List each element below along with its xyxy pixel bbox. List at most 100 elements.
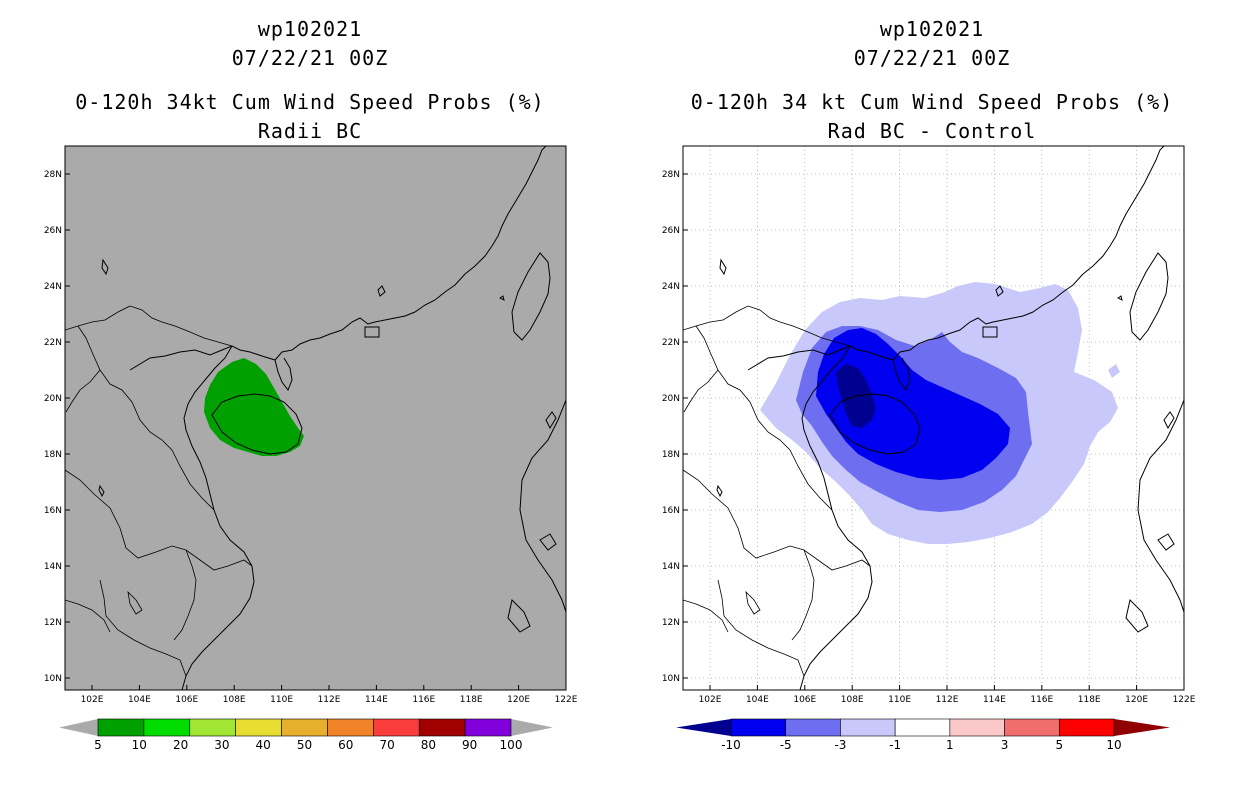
colorbar-under-triangle <box>59 719 98 736</box>
colorbar-swatch <box>418 718 466 737</box>
colorbar-swatch <box>281 718 328 737</box>
lon-tick-label: 102E <box>699 695 722 705</box>
right-diff-light-blue-islet <box>1108 364 1120 378</box>
lon-tick-label: 120E <box>1125 695 1148 705</box>
colorbar-label: 20 <box>173 738 188 752</box>
colorbar-label: 5 <box>94 738 102 752</box>
colorbar-swatch <box>373 718 420 737</box>
right-diff-blue-area <box>816 328 1010 480</box>
colorbar-label: -5 <box>780 738 792 752</box>
lat-tick-label: 14N <box>44 562 62 572</box>
lat-tick-label: 22N <box>44 338 62 348</box>
colorbar-swatch <box>840 718 896 737</box>
lon-tick-label: 110E <box>270 695 293 705</box>
colorbar-swatch <box>327 718 374 737</box>
lat-tick-label: 24N <box>44 282 62 292</box>
right-title-product: 0-120h 34 kt Cum Wind Speed Probs (%) <box>690 90 1174 114</box>
colorbar-label: 80 <box>421 738 436 752</box>
lon-tick-label: 112E <box>318 695 341 705</box>
lon-tick-label: 120E <box>507 695 530 705</box>
lon-tick-label: 114E <box>983 695 1006 705</box>
lat-tick-label: 12N <box>662 618 680 628</box>
colorbar-swatch <box>235 718 282 737</box>
right-axis-ticks: 102E 104E 106E 108E 110E 112E 114E 116E 118E 120E… <box>662 170 1196 705</box>
lat-tick-label: 14N <box>662 562 680 572</box>
colorbar-swatch <box>464 718 512 737</box>
right-map-panel: 102E 104E 106E 108E 110E 112E 114E 116E 118E 120E… <box>662 145 1196 752</box>
lat-tick-label: 16N <box>44 506 62 516</box>
lat-tick-label: 26N <box>44 226 62 236</box>
colorbar-over-triangle <box>511 719 553 736</box>
left-map-frame <box>64 145 567 691</box>
colorbar-swatch <box>1004 718 1060 737</box>
colorbar-label: 100 <box>500 738 523 752</box>
lat-tick-label: 18N <box>662 450 680 460</box>
colorbar-swatch <box>894 718 951 737</box>
left-title-product: 0-120h 34kt Cum Wind Speed Probs (%) <box>75 90 545 114</box>
lon-tick-label: 112E <box>936 695 959 705</box>
lat-tick-label: 20N <box>662 394 680 404</box>
colorbar-label: 90 <box>462 738 477 752</box>
lon-tick-label: 116E <box>412 695 435 705</box>
lat-tick-label: 18N <box>44 450 62 460</box>
lon-tick-label: 108E <box>841 695 864 705</box>
colorbar-swatch <box>949 718 1005 737</box>
colorbar-label: -10 <box>721 738 741 752</box>
colorbar-swatch <box>730 718 787 737</box>
right-map-frame <box>682 145 1185 691</box>
lat-tick-label: 22N <box>662 338 680 348</box>
lat-tick-label: 16N <box>662 506 680 516</box>
right-title-subtitle: Rad BC - Control <box>827 119 1037 143</box>
lon-tick-label: 110E <box>888 695 911 705</box>
colorbar-swatch <box>97 718 145 737</box>
lat-tick-label: 20N <box>44 394 62 404</box>
lat-tick-label: 12N <box>44 618 62 628</box>
left-title-date: 07/22/21 00Z <box>231 46 389 70</box>
lat-tick-label: 26N <box>662 226 680 236</box>
colorbar-label: 60 <box>338 738 353 752</box>
lat-tick-label: 24N <box>662 282 680 292</box>
lon-tick-label: 104E <box>746 695 769 705</box>
colorbar-label: -1 <box>889 738 901 752</box>
colorbar-label: 1 <box>946 738 954 752</box>
colorbar-label: 10 <box>1106 738 1121 752</box>
colorbar-swatch <box>189 718 236 737</box>
colorbar-over-triangle <box>1114 719 1170 736</box>
left-colorbar: 5 10 20 30 40 50 60 70 80 90 100 <box>59 718 553 752</box>
colorbar-label: -3 <box>834 738 846 752</box>
left-title-storm-id: wp102021 <box>257 17 363 41</box>
lon-tick-label: 122E <box>1173 695 1196 705</box>
lat-tick-label: 10N <box>44 674 62 684</box>
colorbar-label: 30 <box>214 738 229 752</box>
lon-tick-label: 104E <box>128 695 151 705</box>
lon-tick-label: 118E <box>460 695 483 705</box>
left-map-background <box>65 146 566 690</box>
left-axis-ticks: 102E 104E 106E 108E 110E 112E 114E 116E 118E 120E… <box>44 170 578 705</box>
lat-tick-label: 28N <box>662 170 680 180</box>
lon-tick-label: 122E <box>555 695 578 705</box>
colorbar-swatch <box>143 718 191 737</box>
colorbar-label: 50 <box>297 738 312 752</box>
colorbar-label: 5 <box>1055 738 1063 752</box>
lat-tick-label: 10N <box>662 674 680 684</box>
colorbar-swatch <box>1058 718 1115 737</box>
lon-tick-label: 118E <box>1078 695 1101 705</box>
lon-tick-label: 114E <box>365 695 388 705</box>
right-colorbar: -10 -5 -3 -1 1 3 5 10 <box>676 718 1170 752</box>
left-map-panel: 102E 104E 106E 108E 110E 112E 114E 116E 118E 120E… <box>44 145 578 752</box>
colorbar-under-triangle <box>676 719 731 736</box>
lon-tick-label: 106E <box>175 695 198 705</box>
colorbar-label: 40 <box>256 738 271 752</box>
lon-tick-label: 108E <box>223 695 246 705</box>
left-title-subtitle: Radii BC <box>257 119 363 143</box>
lon-tick-label: 102E <box>81 695 104 705</box>
right-title-storm-id: wp102021 <box>879 17 985 41</box>
colorbar-label: 10 <box>132 738 147 752</box>
left-probability-5pct-area <box>204 358 304 456</box>
colorbar-label: 70 <box>379 738 394 752</box>
lat-tick-label: 28N <box>44 170 62 180</box>
lon-tick-label: 106E <box>793 695 816 705</box>
colorbar-label: 3 <box>1001 738 1009 752</box>
right-title-date: 07/22/21 00Z <box>853 46 1011 70</box>
colorbar-swatch <box>785 718 841 737</box>
